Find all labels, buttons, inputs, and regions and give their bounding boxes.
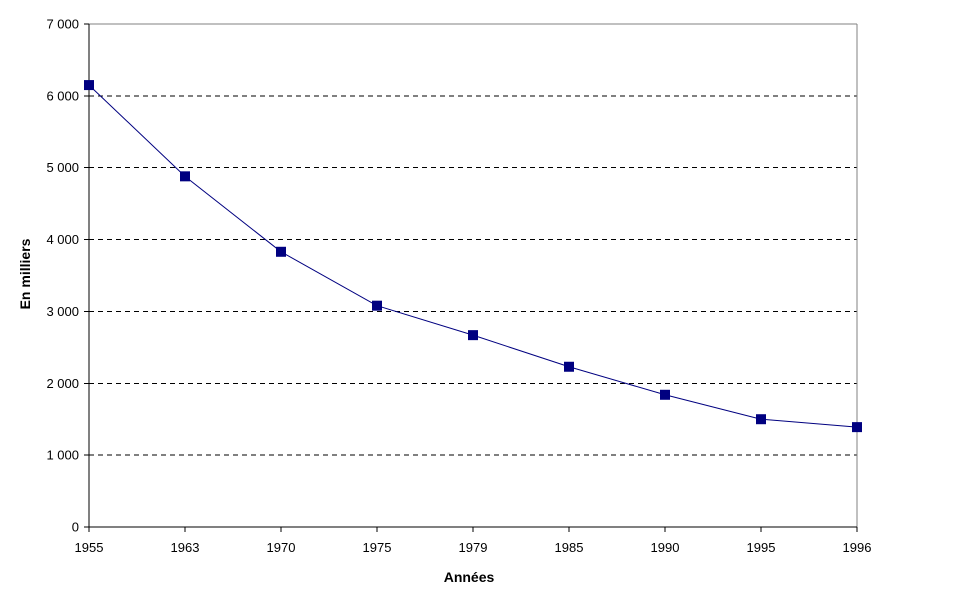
data-point-marker <box>372 300 382 311</box>
data-point-marker <box>276 246 286 257</box>
data-point-marker <box>180 171 190 182</box>
data-point-marker <box>852 422 862 433</box>
y-tick-label: 5 000 <box>46 160 79 175</box>
x-tick-label: 1990 <box>651 540 680 555</box>
x-tick-label: 1955 <box>75 540 104 555</box>
data-point-marker <box>84 80 94 91</box>
y-tick-label: 1 000 <box>46 448 79 463</box>
x-tick-label: 1963 <box>171 540 200 555</box>
x-axis-title: Années <box>443 569 495 585</box>
data-point-marker <box>564 361 574 372</box>
y-axis-title: En milliers <box>17 238 33 310</box>
y-tick-label: 2 000 <box>46 376 79 391</box>
data-point-marker <box>468 330 478 341</box>
y-tick-label: 6 000 <box>46 88 79 103</box>
x-tick-label: 1979 <box>459 540 488 555</box>
y-tick-label: 3 000 <box>46 304 79 319</box>
x-tick-label: 1970 <box>267 540 296 555</box>
data-point-marker <box>756 414 766 425</box>
y-tick-label: 0 <box>72 520 79 535</box>
y-tick-label: 4 000 <box>46 232 79 247</box>
x-tick-label: 1985 <box>555 540 584 555</box>
data-point-marker <box>660 389 670 400</box>
y-tick-label: 7 000 <box>46 17 79 32</box>
data-series-line <box>88 84 858 428</box>
x-tick-label: 1995 <box>747 540 776 555</box>
x-tick-label: 1975 <box>363 540 392 555</box>
x-tick-label: 1996 <box>843 540 872 555</box>
